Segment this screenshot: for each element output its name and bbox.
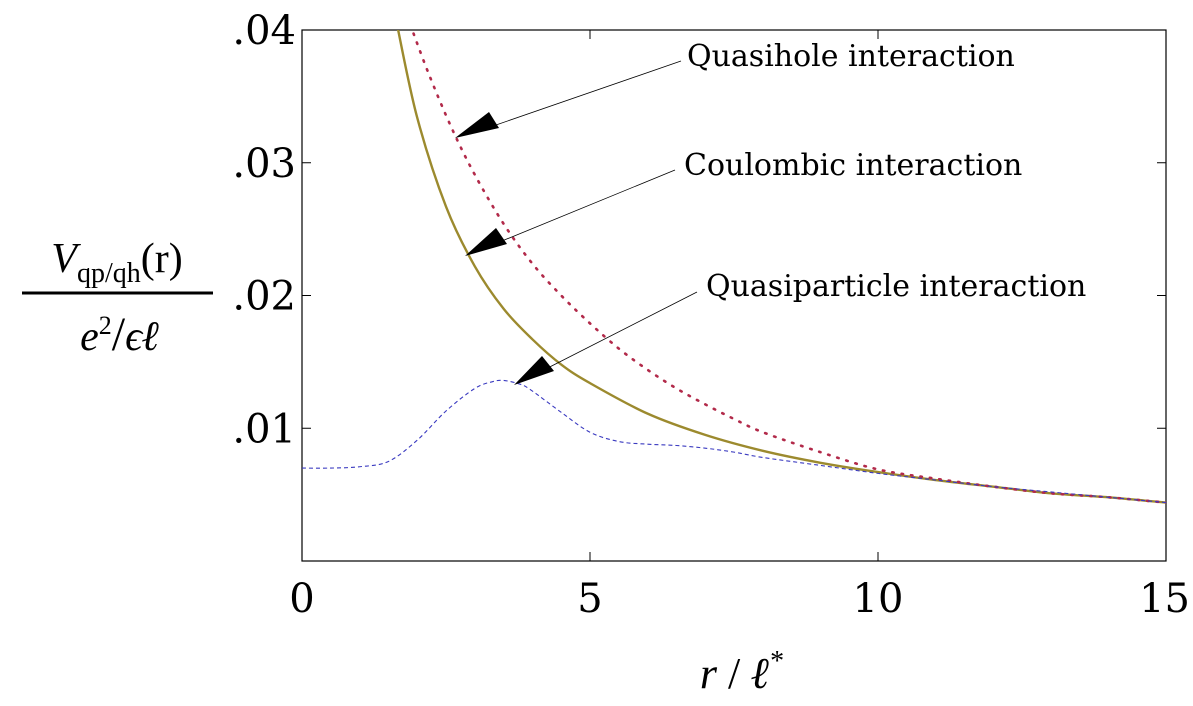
y-axis-den-pow: 2 xyxy=(99,311,112,340)
x-axis-unit: ℓ xyxy=(751,649,770,698)
y-axis-den-e: e xyxy=(80,314,99,360)
series-line-coulombic-interaction xyxy=(396,30,1166,504)
y-tick-label: .02 xyxy=(232,274,296,320)
quasiparticle-pointer-line xyxy=(529,291,698,378)
annotation-quasiparticle: Quasiparticle interaction xyxy=(706,269,1086,304)
y-axis-arg: (r) xyxy=(141,236,183,282)
coulombic-arrowhead xyxy=(465,228,507,256)
y-axis-den-eps: ϵ xyxy=(125,314,144,360)
x-tick-label: 10 xyxy=(853,576,904,622)
annotations: Quasihole interaction Coulombic interact… xyxy=(455,39,1086,385)
y-axis-sub: qp/qh xyxy=(77,258,141,289)
y-tick-label: .01 xyxy=(232,406,296,452)
x-axis-var: r xyxy=(700,649,718,698)
quasihole-pointer-line xyxy=(469,60,682,135)
axis-ticks xyxy=(301,29,1167,561)
y-axis-den-ell: ℓ xyxy=(142,314,160,360)
x-tick-label: 5 xyxy=(577,576,602,622)
y-tick-label: .03 xyxy=(232,141,296,187)
series-layer xyxy=(302,30,1166,504)
x-tick-label: 15 xyxy=(1139,576,1190,622)
quasiparticle-arrowhead xyxy=(514,356,554,385)
y-axis-numerator: Vqp/qh(r) xyxy=(51,236,182,289)
y-axis-den-sep: / xyxy=(112,308,126,361)
annotation-coulombic: Coulombic interaction xyxy=(684,148,1022,183)
y-tick-label: .04 xyxy=(232,8,296,54)
quasihole-arrowhead xyxy=(455,112,499,138)
x-axis-sep: / xyxy=(717,649,751,698)
y-axis-label: Vqp/qh(r) e2/ϵℓ xyxy=(22,236,213,361)
series-line-quasihole-interaction xyxy=(410,30,1166,504)
annotation-quasihole: Quasihole interaction xyxy=(687,39,1015,74)
x-tick-label: 0 xyxy=(289,576,314,622)
y-axis-var: V xyxy=(51,236,81,282)
x-axis-label: r / ℓ* xyxy=(700,646,784,698)
series-line-quasiparticle-interaction xyxy=(302,379,1166,504)
x-axis-sup: * xyxy=(770,646,784,677)
y-axis-denominator: e2/ϵℓ xyxy=(80,308,160,361)
coulombic-pointer-line xyxy=(479,169,676,251)
tick-labels: 0 5 10 15 .01 .02 .03 .04 xyxy=(232,8,1190,622)
